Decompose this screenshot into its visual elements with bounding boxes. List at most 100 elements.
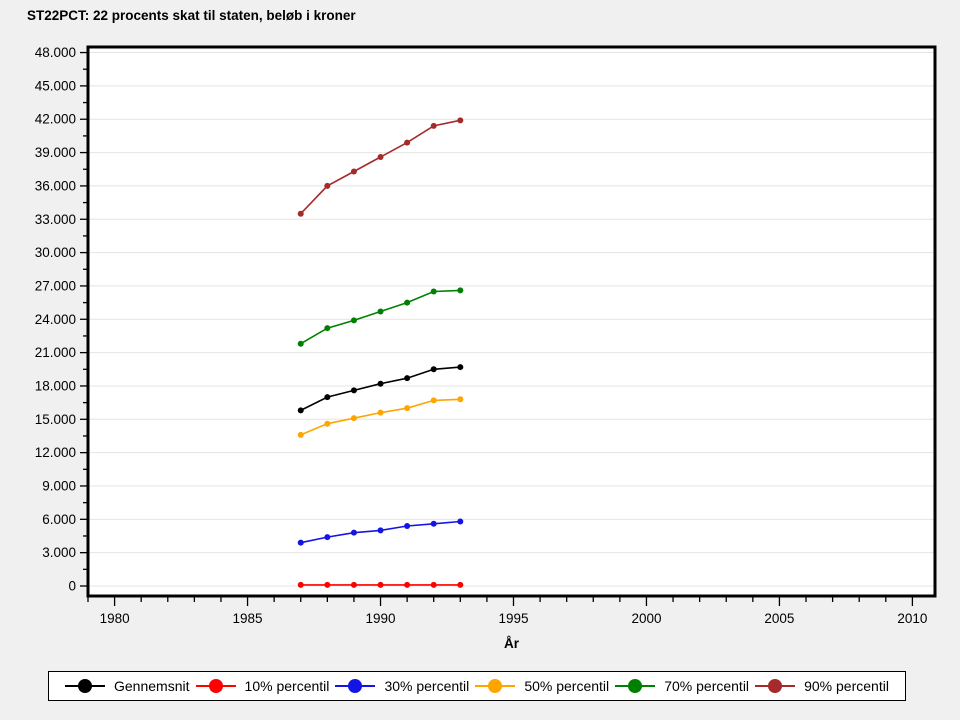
y-tick-label: 3.000: [42, 545, 76, 560]
data-point: [324, 420, 331, 427]
y-tick-label: 24.000: [35, 312, 76, 327]
data-point: [404, 139, 411, 146]
y-tick-label: 42.000: [35, 112, 76, 127]
legend-label: Gennemsnit: [114, 678, 190, 694]
legend-marker-dot: [78, 679, 92, 693]
legend-item-70-percentil: 70% percentil: [615, 678, 749, 694]
data-point: [377, 380, 384, 387]
data-point: [377, 527, 384, 534]
y-tick-label: 27.000: [35, 278, 76, 293]
legend-item-50-percentil: 50% percentil: [475, 678, 609, 694]
legend-item-90-percentil: 90% percentil: [755, 678, 889, 694]
gridlines: [88, 52, 935, 587]
data-point: [457, 518, 464, 525]
series-90-percentil: [297, 117, 464, 217]
data-point: [404, 375, 411, 382]
legend-item-gennemsnit: Gennemsnit: [65, 678, 189, 694]
data-point: [324, 182, 331, 189]
data-point: [430, 397, 437, 404]
y-tick-label: 6.000: [42, 512, 76, 527]
x-tick-label: 1985: [233, 611, 263, 626]
data-point: [350, 415, 357, 422]
data-point: [297, 340, 304, 347]
legend-label: 30% percentil: [384, 678, 470, 694]
data-point: [350, 529, 357, 536]
data-point: [430, 581, 437, 588]
legend-marker-icon: [475, 679, 516, 693]
y-tick-label: 0: [68, 578, 76, 593]
data-point: [430, 520, 437, 527]
data-point: [350, 581, 357, 588]
legend-marker-dot: [628, 679, 643, 693]
series-10-percentil: [297, 581, 464, 588]
legend-item-10-percentil: 10% percentil: [195, 678, 330, 694]
legend-marker-icon: [195, 679, 236, 693]
data-point: [457, 117, 464, 124]
series-gennemsnit: [297, 364, 464, 414]
x-tick-label: 2005: [764, 611, 794, 626]
data-point: [404, 405, 411, 412]
legend-marker-icon: [755, 679, 796, 693]
y-tick-label: 15.000: [35, 412, 76, 427]
x-tick-label: 1995: [498, 611, 528, 626]
data-point: [324, 394, 331, 401]
legend-marker-dot: [768, 679, 783, 693]
x-axis-label: År: [503, 636, 519, 651]
plot-background: [88, 47, 935, 596]
legend-marker-dot: [208, 679, 223, 693]
legend-marker-icon: [335, 679, 376, 693]
plot-area: 0 3.000 6.000 9.000 12.000 15.000 18.000 21.000…: [35, 45, 937, 626]
y-axis: 0 3.000 6.000 9.000 12.000 15.000 18.000 21.000…: [35, 45, 88, 593]
x-axis: 1980 1985 1990 1995 2000 2005 2010: [87, 596, 927, 626]
y-tick-label: 36.000: [35, 178, 76, 193]
data-point: [457, 287, 464, 294]
data-point: [457, 364, 464, 371]
data-point: [404, 581, 411, 588]
y-tick-label: 12.000: [35, 445, 76, 460]
legend-marker-icon: [615, 679, 656, 693]
data-point: [297, 581, 304, 588]
data-point: [324, 325, 331, 332]
data-point: [430, 366, 437, 373]
y-tick-label: 30.000: [35, 245, 76, 260]
series-50-percentil: [297, 396, 464, 438]
legend-label: 70% percentil: [664, 678, 750, 694]
data-point: [350, 168, 357, 175]
data-point: [377, 308, 384, 315]
data-point: [377, 154, 384, 161]
data-point: [404, 299, 411, 306]
legend-label: 10% percentil: [244, 678, 330, 694]
y-tick-label: 21.000: [35, 345, 76, 360]
x-tick-label: 2000: [631, 611, 661, 626]
legend-item-30-percentil: 30% percentil: [335, 678, 469, 694]
data-point: [297, 431, 304, 438]
y-tick-label: 48.000: [35, 45, 76, 60]
data-point: [377, 409, 384, 416]
x-tick-label: 1990: [366, 611, 396, 626]
chart-title: ST22PCT: 22 procents skat til staten, be…: [27, 8, 356, 23]
y-tick-label: 39.000: [35, 145, 76, 160]
data-point: [430, 288, 437, 295]
x-tick-label: 2010: [897, 611, 927, 626]
series-30-percentil: [297, 518, 464, 546]
data-point: [350, 387, 357, 394]
data-point: [350, 317, 357, 324]
legend-marker-dot: [488, 679, 503, 693]
legend-marker-icon: [65, 679, 105, 693]
y-tick-label: 33.000: [35, 212, 76, 227]
data-point: [297, 210, 304, 217]
data-point: [297, 539, 304, 546]
plot-frame: [86, 45, 937, 598]
y-tick-label: 9.000: [42, 478, 76, 493]
legend-label: 90% percentil: [804, 678, 889, 694]
series-70-percentil: [297, 287, 464, 347]
data-point: [324, 534, 331, 541]
legend: Gennemsnit 10% percentil 30% percentil 50% …: [48, 671, 906, 701]
data-point: [297, 407, 304, 414]
data-point: [324, 581, 331, 588]
data-point: [457, 581, 464, 588]
data-point: [457, 396, 464, 403]
y-tick-label: 18.000: [35, 378, 76, 393]
legend-marker-dot: [348, 679, 363, 693]
